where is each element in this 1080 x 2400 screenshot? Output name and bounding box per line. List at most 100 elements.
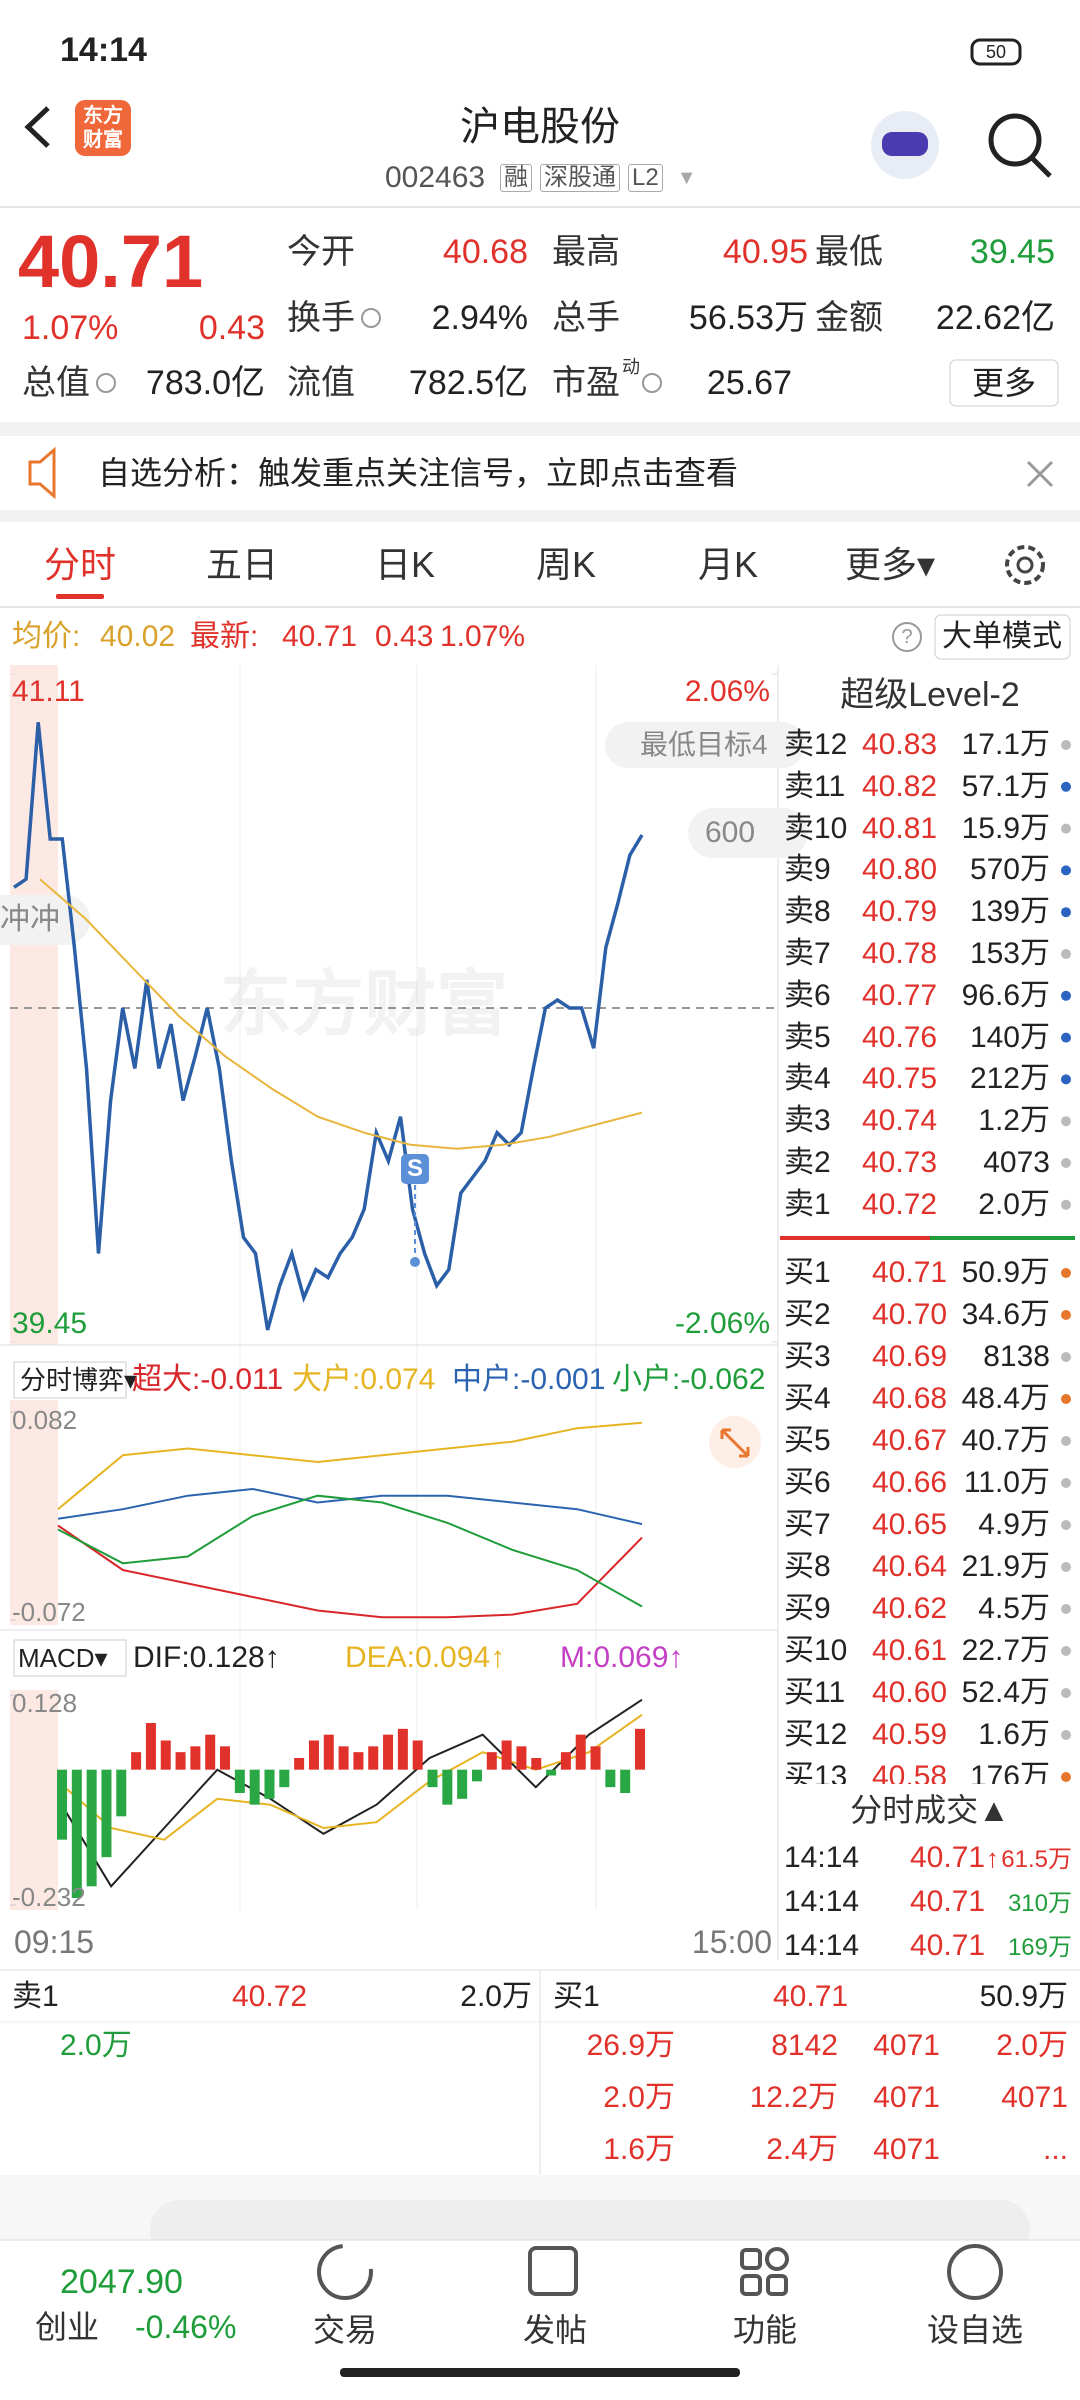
book-volume: 22.7万 — [961, 1634, 1050, 1667]
search-icon[interactable] — [988, 113, 1042, 167]
book-dot — [1061, 1730, 1071, 1740]
y-tick-label: 0.128 — [12, 1688, 78, 1718]
tab[interactable]: 周K — [535, 544, 597, 585]
book-dot — [1061, 740, 1071, 750]
nav-icon — [528, 2246, 578, 2296]
nav-item[interactable]: 功能 — [732, 2312, 798, 2348]
book-dot — [1061, 781, 1071, 792]
book-volume: 48.4万 — [961, 1382, 1050, 1415]
tab[interactable]: 日K — [374, 544, 436, 585]
help[interactable]: ? — [901, 626, 913, 648]
book-volume: 4073 — [983, 1146, 1050, 1179]
book-volume: 4.9万 — [978, 1508, 1050, 1541]
book-label: 买1 — [784, 1256, 831, 1289]
field-label: 最高 — [552, 233, 620, 271]
nav-icon — [765, 2247, 789, 2271]
latest-change: 0.43 — [375, 620, 434, 653]
book-volume: 212万 — [969, 1062, 1050, 1096]
mode-button-label[interactable]: 大单模式 — [942, 620, 1062, 653]
field-value: 782.5亿 — [408, 364, 528, 402]
avg-value: 40.02 — [100, 620, 176, 653]
bid-order: 2.0万 — [996, 2029, 1068, 2062]
nav-icon — [740, 2248, 762, 2270]
book-label: 卖8 — [784, 895, 831, 929]
settings-icon[interactable] — [1005, 545, 1045, 585]
book-volume: 57.1万 — [961, 769, 1050, 803]
book-price: 40.80 — [862, 853, 938, 887]
legend-entry: DEA:0.094↑ — [345, 1641, 506, 1674]
mode-button[interactable] — [934, 614, 1071, 660]
macd-bar — [442, 1769, 453, 1805]
change: 0.43 — [198, 309, 265, 347]
help-icon[interactable] — [892, 622, 922, 652]
info-icon — [642, 373, 662, 393]
macd-bar — [71, 1769, 82, 1898]
bid-order: 8142 — [771, 2029, 838, 2062]
tab[interactable]: 月K — [697, 544, 759, 585]
index-value: 2047.90 — [60, 2263, 183, 2301]
book-dot — [1061, 1772, 1071, 1782]
book-price: 40.78 — [862, 937, 938, 970]
book-volume: 8138 — [983, 1340, 1050, 1373]
macd-bar — [575, 1734, 586, 1770]
book-dot — [1061, 1688, 1071, 1698]
book-price: 40.69 — [872, 1340, 948, 1373]
expand-icon — [720, 1428, 750, 1458]
back-icon[interactable] — [24, 106, 50, 148]
book-price: 40.62 — [872, 1592, 948, 1625]
tab[interactable]: 分时 — [43, 544, 117, 585]
macd-bar — [368, 1746, 379, 1770]
close-icon[interactable] — [1026, 460, 1054, 488]
y-tick-label: -0.072 — [12, 1597, 86, 1627]
book-dot — [1061, 1436, 1071, 1446]
book-label: 卖2 — [784, 1146, 831, 1179]
nav-item[interactable]: 设自选 — [926, 2312, 1024, 2348]
bid-order: 1.6万 — [603, 2133, 675, 2166]
bid-label: 买1 — [553, 1980, 600, 2013]
field-label: 市盈 — [552, 364, 620, 402]
stock-tag: 深股通 — [540, 164, 620, 192]
macd-bar — [279, 1769, 290, 1788]
trade-volume: 169万 — [1007, 1934, 1072, 1961]
trade-price: 40.71 — [910, 1885, 986, 1918]
notice-text[interactable]: 自选分析：触发重点关注信号，立即点击查看 — [98, 455, 739, 491]
book-price: 40.70 — [872, 1298, 948, 1331]
book-label: 卖6 — [784, 978, 831, 1012]
y-tick-label: -0.232 — [12, 1882, 86, 1912]
field-value: 783.0亿 — [145, 364, 265, 402]
macd-bar — [86, 1769, 97, 1887]
chart-title: MACD▾ — [18, 1643, 108, 1673]
x-tick-label: 09:15 — [14, 1924, 95, 1960]
trade-time: 14:14 — [784, 1885, 860, 1918]
flow-line — [57, 1421, 643, 1510]
index-change: -0.46% — [135, 2309, 237, 2345]
book-volume: 21.9万 — [961, 1550, 1050, 1583]
book-price: 40.73 — [862, 1146, 938, 1179]
legend-entry: M:0.069↑ — [560, 1641, 684, 1674]
book-volume: 176万 — [969, 1760, 1050, 1785]
more-button-label[interactable]: 更多 — [971, 365, 1037, 401]
dropdown[interactable] — [13, 1361, 127, 1399]
dropdown[interactable] — [13, 1639, 127, 1677]
macd-line — [57, 1698, 643, 1888]
book-dot — [1061, 823, 1071, 834]
ask-price: 40.72 — [232, 1980, 308, 2013]
book-volume: 1.6万 — [978, 1718, 1050, 1751]
legend-entry: 超大:-0.011 — [132, 1363, 284, 1396]
macd-bar — [501, 1740, 512, 1770]
nav-item[interactable]: 交易 — [312, 2312, 378, 2348]
tab[interactable]: 五日 — [205, 544, 279, 585]
trade-volume: 310万 — [1007, 1890, 1072, 1917]
book-volume: 50.9万 — [961, 1256, 1050, 1289]
nav-item[interactable]: 发帖 — [522, 2312, 588, 2348]
macd-bar — [383, 1734, 394, 1770]
book-volume: 96.6万 — [961, 978, 1050, 1012]
book-dot — [1061, 1562, 1071, 1572]
tab[interactable]: 更多▾ — [844, 544, 936, 585]
book-label: 卖3 — [784, 1104, 831, 1138]
more-button[interactable] — [949, 359, 1059, 407]
book-label: 卖5 — [784, 1020, 831, 1054]
macd-bar — [131, 1752, 142, 1770]
trade-volume: 61.5万 — [1001, 1846, 1072, 1873]
